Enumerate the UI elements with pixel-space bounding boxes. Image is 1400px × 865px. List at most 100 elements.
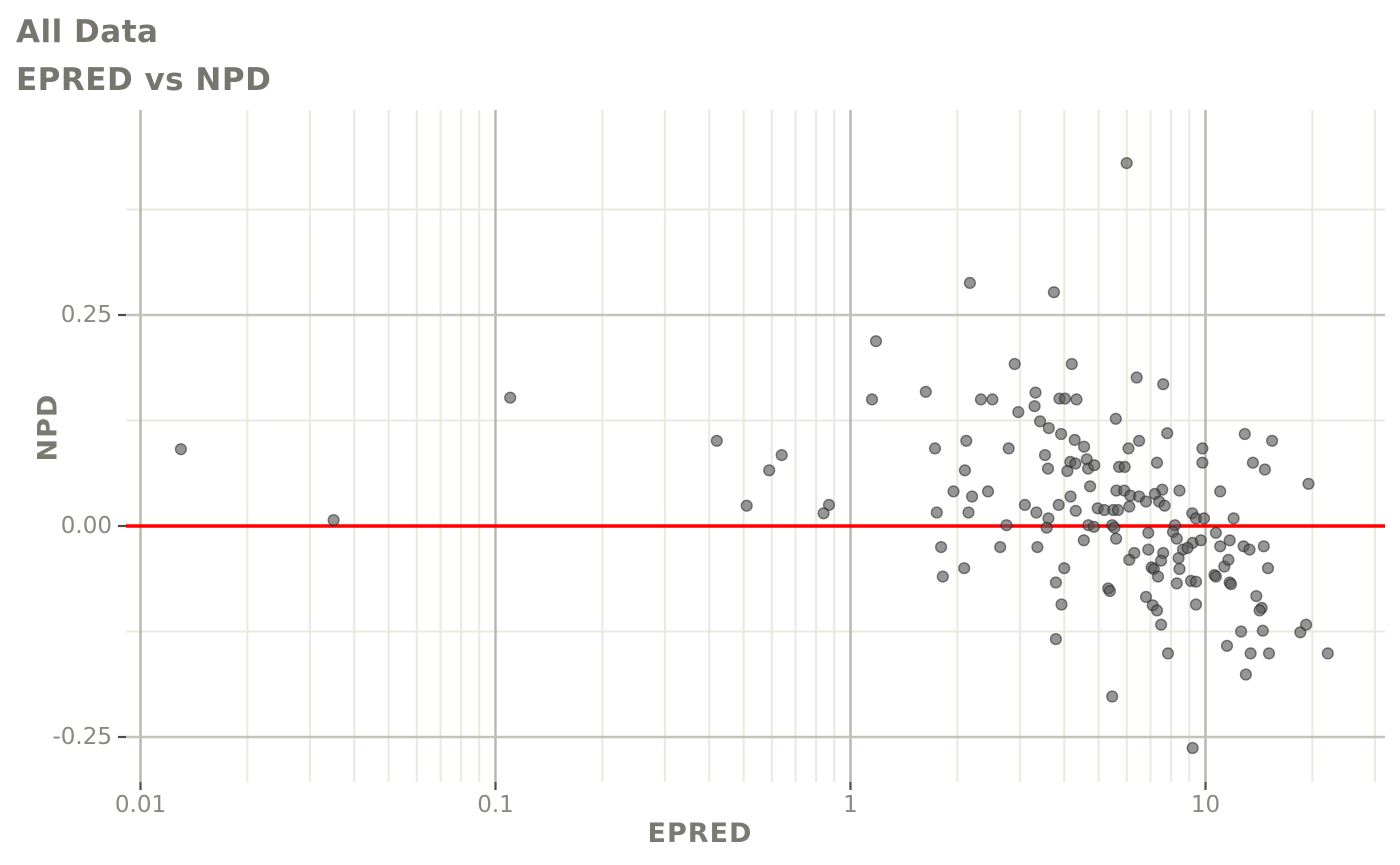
y-tick-label: 0.25: [60, 302, 112, 328]
data-point: [1194, 534, 1207, 547]
data-point: [1041, 462, 1055, 475]
data-point: [947, 485, 960, 498]
data-point: [963, 276, 977, 290]
data-point: [1058, 562, 1071, 575]
data-point: [934, 540, 948, 554]
data-point: [1058, 392, 1072, 405]
data-point: [1196, 456, 1209, 469]
data-point: [1299, 618, 1313, 631]
data-point: [1209, 570, 1223, 583]
x-tick-label: 0.1: [477, 792, 514, 818]
data-point: [1122, 442, 1135, 455]
data-point: [1186, 741, 1199, 755]
data-point: [1139, 495, 1153, 508]
data-point: [1170, 532, 1183, 545]
y-tick-label: 0.00: [60, 513, 112, 539]
x-tick-label: 10: [1190, 792, 1221, 818]
data-point: [1142, 526, 1155, 539]
data-point: [1223, 534, 1236, 547]
data-point: [1042, 422, 1055, 435]
x-tick-label: 0.01: [114, 792, 167, 818]
data-point: [965, 490, 979, 503]
data-point: [1040, 521, 1053, 534]
data-point: [1246, 456, 1260, 469]
data-point: [1161, 427, 1174, 440]
data-point: [1118, 460, 1131, 474]
data-point: [1049, 576, 1063, 589]
data-point: [504, 391, 517, 404]
data-point: [1109, 412, 1122, 425]
data-point: [822, 498, 836, 512]
data-point: [1008, 357, 1021, 371]
data-point: [1257, 540, 1270, 553]
data-point: [919, 385, 932, 398]
data-point: [960, 434, 973, 447]
data-point: [1038, 449, 1052, 462]
axis-tick-marks: [118, 313, 1207, 790]
data-point: [930, 506, 943, 519]
data-point: [1077, 440, 1091, 453]
x-tick-label: 1: [843, 792, 858, 818]
data-point: [1244, 647, 1257, 660]
data-point: [1103, 584, 1117, 598]
data-point: [327, 513, 340, 527]
data-point: [1054, 427, 1068, 441]
y-tick-label: -0.25: [52, 724, 112, 750]
data-point: [1150, 456, 1164, 469]
data-point: [1069, 457, 1082, 470]
data-point: [1049, 632, 1063, 646]
data-point: [865, 393, 879, 406]
data-point: [1029, 386, 1042, 399]
data-point: [1047, 286, 1061, 299]
data-point: [1197, 512, 1211, 525]
data-point: [1258, 463, 1272, 476]
chart-title-block: All Data EPRED vs NPD: [16, 8, 271, 104]
data-point: [1214, 485, 1227, 498]
data-point: [1227, 512, 1240, 525]
data-point: [1055, 598, 1068, 611]
data-point: [1239, 668, 1253, 681]
data-point: [817, 507, 830, 520]
data-point: [1083, 480, 1097, 493]
data-point: [986, 393, 999, 406]
data-point: [1253, 604, 1266, 617]
data-point: [710, 434, 723, 447]
data-point: [962, 506, 975, 519]
data-point: [1170, 577, 1183, 590]
data-point: [1238, 427, 1251, 441]
data-point: [1161, 647, 1175, 660]
data-point: [1173, 484, 1186, 497]
data-point: [1243, 543, 1256, 556]
data-point: [1028, 400, 1041, 413]
data-point: [1321, 647, 1334, 660]
data-point: [1150, 604, 1164, 617]
data-point: [1120, 157, 1133, 170]
data-point: [775, 449, 788, 462]
data-point: [1000, 519, 1013, 532]
data-point: [1265, 434, 1279, 447]
data-point: [1123, 500, 1136, 513]
data-point: [1033, 415, 1047, 428]
data-point: [1065, 357, 1078, 371]
data-point: [1132, 434, 1146, 447]
data-point: [1111, 503, 1125, 517]
data-point: [1123, 553, 1136, 566]
data-point: [1012, 406, 1025, 419]
data-point: [1181, 541, 1194, 555]
data-point: [1064, 490, 1077, 503]
data-point: [1106, 690, 1119, 703]
data-point: [1087, 520, 1101, 533]
data-point: [1130, 371, 1143, 384]
data-point: [1030, 506, 1043, 519]
data-point: [1214, 540, 1227, 553]
data-point: [1142, 543, 1155, 556]
data-point: [928, 442, 942, 455]
data-point: [1222, 553, 1235, 566]
major-gridlines: [126, 110, 1385, 782]
data-point: [1109, 532, 1123, 545]
data-point: [1189, 598, 1203, 611]
data-point: [1189, 575, 1203, 588]
data-point: [174, 443, 188, 456]
